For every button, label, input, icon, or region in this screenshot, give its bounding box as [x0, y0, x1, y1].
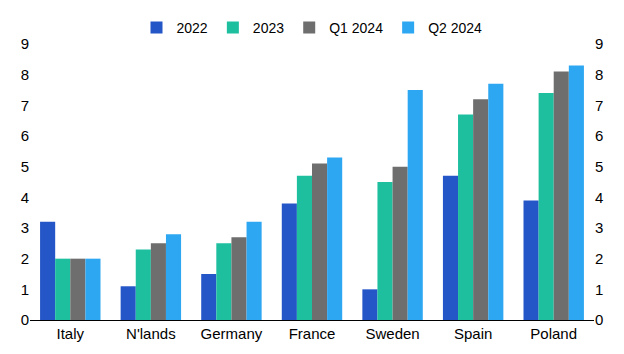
svg-text:0: 0	[595, 311, 603, 328]
svg-text:4: 4	[595, 189, 603, 206]
svg-text:6: 6	[21, 127, 29, 144]
svg-text:5: 5	[595, 158, 603, 175]
svg-text:2023: 2023	[253, 20, 284, 36]
svg-text:4: 4	[21, 189, 29, 206]
svg-text:0: 0	[21, 311, 29, 328]
svg-text:1: 1	[595, 281, 603, 298]
svg-text:1: 1	[21, 281, 29, 298]
svg-text:Poland: Poland	[530, 325, 577, 342]
svg-text:6: 6	[595, 127, 603, 144]
svg-text:N'lands: N'lands	[126, 325, 176, 342]
svg-text:Spain: Spain	[454, 325, 492, 342]
svg-text:Italy: Italy	[57, 325, 85, 342]
svg-text:7: 7	[595, 97, 603, 114]
svg-text:France: France	[289, 325, 336, 342]
svg-text:3: 3	[595, 219, 603, 236]
svg-text:Germany: Germany	[201, 325, 263, 342]
svg-text:2022: 2022	[177, 20, 208, 36]
svg-text:7: 7	[21, 97, 29, 114]
svg-text:3: 3	[21, 219, 29, 236]
svg-text:Q1 2024: Q1 2024	[329, 20, 383, 36]
svg-text:9: 9	[595, 35, 603, 52]
svg-text:Sweden: Sweden	[365, 325, 419, 342]
svg-text:Q2 2024: Q2 2024	[428, 20, 482, 36]
svg-text:8: 8	[21, 66, 29, 83]
svg-text:9: 9	[21, 35, 29, 52]
svg-text:2: 2	[21, 250, 29, 267]
svg-text:2: 2	[595, 250, 603, 267]
svg-text:8: 8	[595, 66, 603, 83]
svg-text:5: 5	[21, 158, 29, 175]
